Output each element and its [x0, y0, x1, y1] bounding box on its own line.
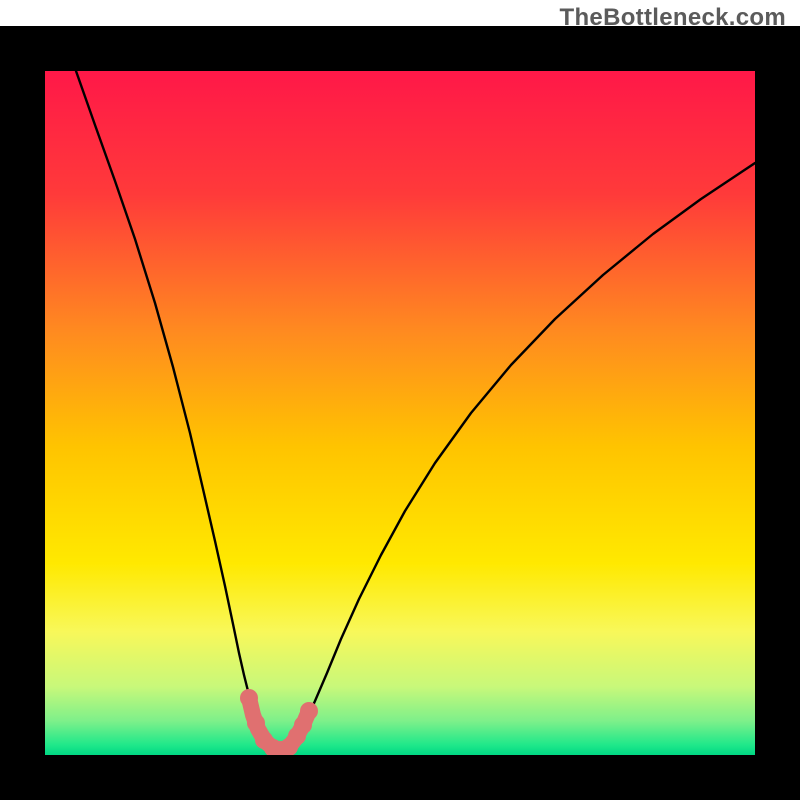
chart-svg [45, 71, 755, 755]
watermark-text: TheBottleneck.com [560, 4, 786, 32]
plot-area [45, 71, 755, 755]
trough-dot [247, 714, 265, 732]
trough-dot [240, 689, 258, 707]
gradient-background [45, 71, 755, 755]
trough-dot [300, 702, 318, 720]
figure-root: TheBottleneck.com [0, 0, 800, 800]
